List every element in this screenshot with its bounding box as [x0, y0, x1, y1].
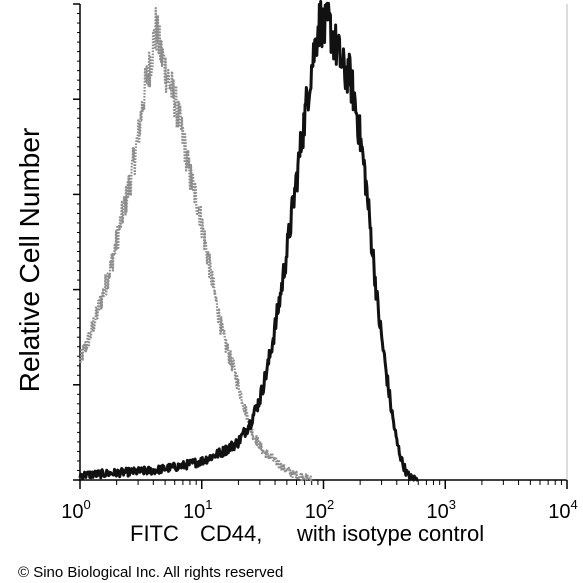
- x-tick-label: 103: [427, 497, 456, 523]
- x-axis-tick-labels: 100 101 102 103 104: [61, 497, 577, 523]
- series-layer: [78, 0, 420, 482]
- y-axis-title: Relative Cell Number: [14, 128, 45, 393]
- series-line-cd44: [78, 0, 420, 482]
- x-axis-title-part-3: with isotype control: [296, 521, 484, 546]
- x-tick-label: 104: [548, 497, 577, 523]
- x-axis-title-part-2: CD44,: [200, 521, 262, 546]
- x-axis-title: FITC CD44, with isotype control: [130, 521, 484, 546]
- x-tick-label: 101: [183, 497, 212, 523]
- y-axis-ticks: [73, 3, 80, 481]
- series-line-isotype: [78, 7, 313, 482]
- copyright-notice: © Sino Biological Inc. All rights reserv…: [18, 564, 284, 581]
- x-axis-title-part-1: FITC: [130, 521, 179, 546]
- plot-frame: [79, 4, 568, 481]
- x-tick-label: 100: [61, 497, 90, 523]
- x-tick-label: 102: [305, 497, 334, 523]
- x-axis-ticks: [79, 480, 568, 489]
